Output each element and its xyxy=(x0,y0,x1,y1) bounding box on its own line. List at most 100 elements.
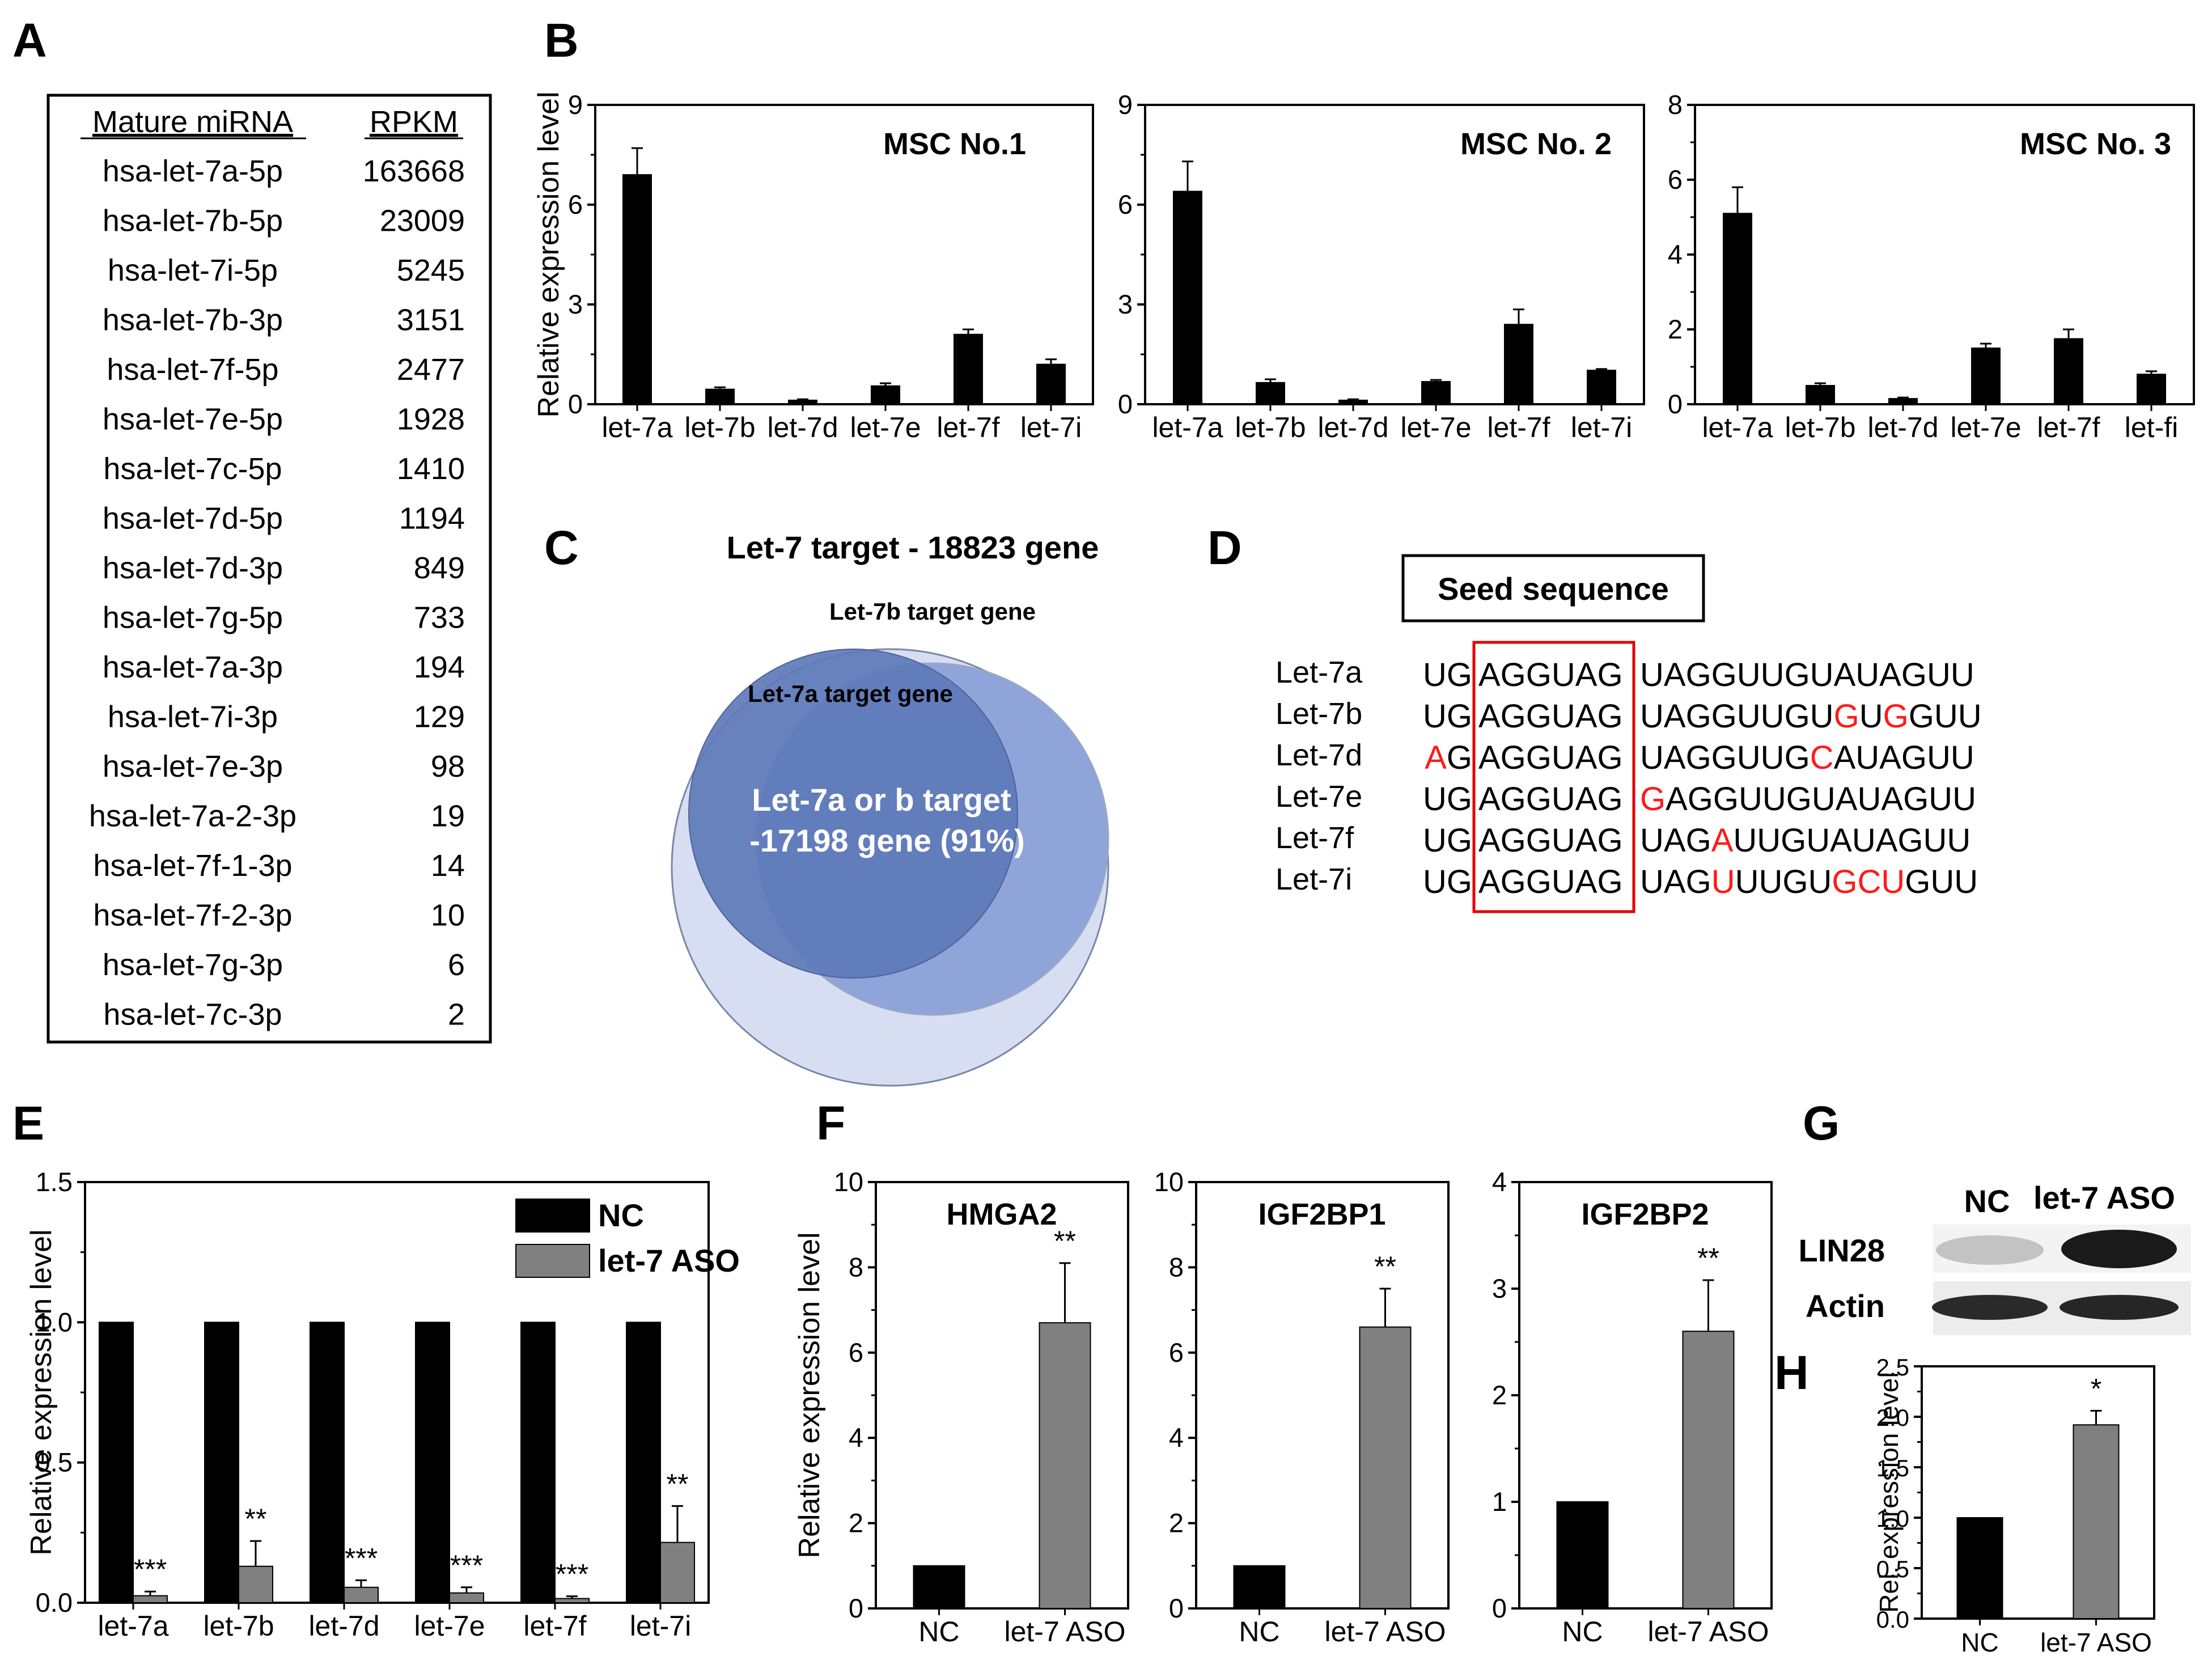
bar xyxy=(2137,374,2166,405)
y-tick-label: 9 xyxy=(1118,90,1133,120)
x-tick-label: let-7b xyxy=(684,412,755,443)
bar xyxy=(705,388,735,405)
chart-title: IGF2BP2 xyxy=(1581,1197,1709,1231)
table-cell-mirna: hsa-let-7d-5p xyxy=(103,502,283,536)
x-tick-label: let-7 ASO xyxy=(1648,1616,1769,1648)
panel-label-c: C xyxy=(544,521,579,574)
x-tick-label: let-7 ASO xyxy=(2040,1628,2152,1657)
x-tick-label: let-7d xyxy=(1317,412,1388,443)
table-cell-mirna: hsa-let-7b-5p xyxy=(103,204,283,238)
seed-row-name: Let-7e xyxy=(1275,780,1362,814)
x-tick-label: let-7i xyxy=(1571,412,1632,443)
y-tick-label: 0 xyxy=(1118,389,1133,419)
bar xyxy=(1359,1326,1412,1609)
seed-nucleotides: UG xyxy=(1423,863,1472,900)
table-cell-mirna: hsa-let-7c-3p xyxy=(103,998,282,1032)
y-tick-label: 2 xyxy=(1169,1508,1184,1538)
y-tick-label: 8 xyxy=(1169,1252,1184,1282)
blot-actin-band-aso xyxy=(2060,1295,2179,1320)
bar xyxy=(626,1322,661,1603)
x-tick-label: let-7 ASO xyxy=(1005,1616,1126,1648)
x-tick-label: let-7a xyxy=(98,1610,168,1642)
seed-nucleotides: UG xyxy=(1423,781,1472,818)
seed-nucleotides: UAG xyxy=(1640,863,1711,900)
seed-title: Seed sequence xyxy=(1438,571,1669,607)
significance-label: ** xyxy=(245,1503,267,1535)
x-tick-label: let-7d xyxy=(308,1610,379,1642)
seed-core: AGGUAG xyxy=(1478,822,1623,859)
venn-let7a-circle xyxy=(688,649,1018,979)
x-tick-label: let-7e xyxy=(850,412,921,443)
panel-label-h: H xyxy=(1774,1346,1809,1399)
y-tick-label: 2.0 xyxy=(1876,1404,1909,1431)
bar xyxy=(1338,399,1368,405)
significance-label: ** xyxy=(667,1468,689,1500)
significance-label: ** xyxy=(1697,1242,1719,1274)
table-cell-rpkm: 194 xyxy=(414,650,465,684)
x-tick-label: let-7f xyxy=(2037,412,2100,443)
y-tick-label: 0 xyxy=(568,389,583,419)
y-tick-label: 2 xyxy=(849,1508,863,1538)
significance-label: *** xyxy=(556,1559,588,1590)
seed-prefix: UG xyxy=(1423,822,1472,859)
table-cell-mirna: hsa-let-7f-5p xyxy=(107,353,278,387)
x-tick-label: NC xyxy=(1961,1628,1998,1657)
seed-nucleotides: AUAGUU xyxy=(1834,739,1974,776)
seed-highlight-box xyxy=(1472,641,1635,913)
chart-title: IGF2BP1 xyxy=(1258,1197,1385,1231)
blot-actin-band-nc xyxy=(1932,1295,2048,1320)
seed-tail: UAGGUUGUGUGGUU xyxy=(1640,698,1982,735)
chart-igf2bp1: 0 2 4 6 8 10 IGF2BP1 NC let-7 ASO ** xyxy=(1154,1167,1450,1648)
y-tick-label: 4 xyxy=(1668,239,1683,269)
y-tick-label: 0 xyxy=(849,1593,863,1623)
panel-label-b: B xyxy=(544,14,579,67)
blot-row-actin: Actin xyxy=(1806,1288,1885,1324)
venn-center-line1: Let-7a or b target xyxy=(752,782,1011,818)
seed-tail: UAGUUUGUGCUGUU xyxy=(1640,863,1978,900)
table-cell-mirna: hsa-let-7f-2-3p xyxy=(93,899,292,933)
legend-label: NC xyxy=(598,1197,644,1233)
table-cell-mirna: hsa-let-7i-5p xyxy=(108,253,278,287)
significance-label: ** xyxy=(1374,1251,1396,1282)
x-tick-label: let-7e xyxy=(414,1610,485,1642)
panel-label-a: A xyxy=(12,14,47,67)
bar xyxy=(344,1586,379,1603)
table-cell-mirna: hsa-let-7b-3p xyxy=(103,303,283,337)
y-tick-label: 9 xyxy=(568,90,583,120)
seed-title-box xyxy=(1401,554,1705,622)
y-tick-label: 1 xyxy=(1492,1487,1507,1517)
y-tick-label: 8 xyxy=(849,1252,863,1282)
y-tick-label: 0.5 xyxy=(1876,1556,1909,1582)
seed-nucleotides: UUGU xyxy=(1735,863,1832,900)
table-cell-rpkm: 19 xyxy=(431,799,465,833)
chart-igf2bp2: 0 1 2 3 4 IGF2BP2 NC let-7 ASO ** xyxy=(1492,1167,1773,1648)
table-cell-rpkm: 849 xyxy=(414,551,465,585)
significance-label: *** xyxy=(345,1542,378,1574)
y-tick-label: 1.5 xyxy=(1876,1455,1909,1481)
table-cell-mirna: hsa-let-7e-3p xyxy=(103,749,283,784)
seed-nucleotides: G xyxy=(1447,739,1472,776)
x-tick-label: let-7a xyxy=(1152,412,1223,443)
legend-swatch xyxy=(515,1244,590,1278)
table-cell-mirna: hsa-let-7i-3p xyxy=(108,700,278,734)
y-axis-label: Relative expression level xyxy=(25,1229,58,1555)
bar xyxy=(1806,385,1835,405)
venn-diagram: Let-7 target - 18823 gene Let-7b target … xyxy=(671,530,1109,1087)
seed-tail: GAGGUUGUAUAGUU xyxy=(1640,781,1976,818)
y-tick-label: 3 xyxy=(1118,289,1133,319)
bar xyxy=(449,1592,484,1604)
y-tick-label: 0.0 xyxy=(36,1587,73,1617)
seed-nucleotides: UAG xyxy=(1640,822,1711,859)
bar xyxy=(1556,1501,1609,1609)
seed-nucleotides: UAGGUUGUAUAGUU xyxy=(1640,657,1974,693)
seed-nucleotides: U xyxy=(1859,698,1883,735)
seed-prefix: AG xyxy=(1425,739,1472,776)
table-cell-rpkm: 10 xyxy=(431,899,465,933)
y-axis-label: Relative expression level xyxy=(532,91,565,417)
bar xyxy=(660,1542,695,1604)
y-tick-label: 8 xyxy=(1668,90,1683,120)
x-tick-label: let-7f xyxy=(1487,412,1550,443)
bar xyxy=(554,1598,590,1604)
